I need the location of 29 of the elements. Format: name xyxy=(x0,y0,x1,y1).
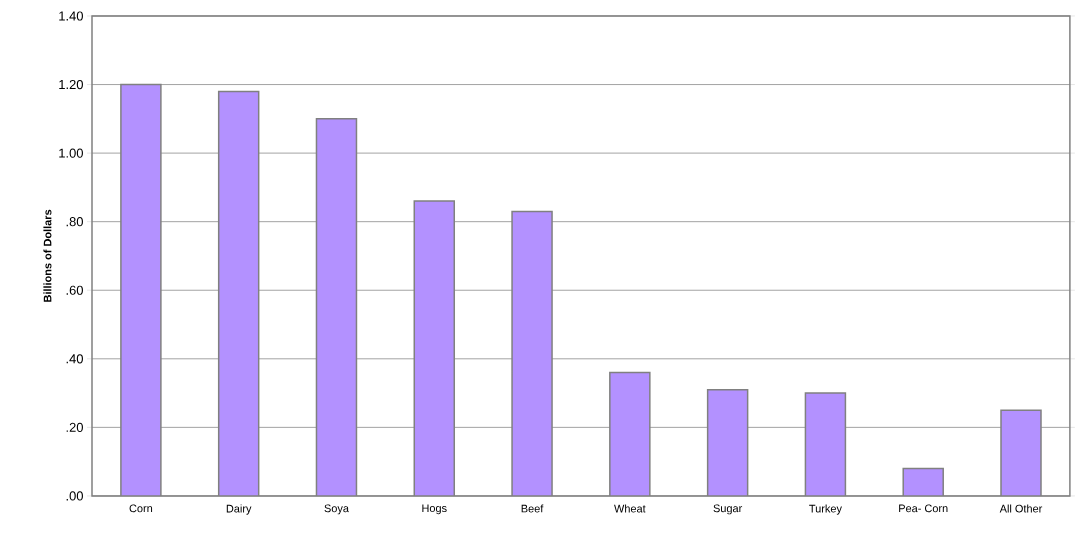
bar xyxy=(511,210,553,496)
bar xyxy=(706,388,749,496)
x-tick-label: Hogs xyxy=(422,504,447,515)
y-tick-label: .60 xyxy=(66,285,83,295)
bar xyxy=(804,392,847,496)
y-tick-label: .80 xyxy=(66,217,83,227)
y-tick-label: .00 xyxy=(66,491,83,501)
y-axis-title: Billions of Dollars xyxy=(43,209,52,302)
y-tick-label: 1.20 xyxy=(59,79,83,90)
x-tick-label: Beef xyxy=(521,504,544,513)
x-tick-label: Wheat xyxy=(614,504,646,513)
x-tick-label: Corn xyxy=(129,504,153,513)
x-tick-label: All Other xyxy=(999,504,1043,513)
x-tick-label: Turkey xyxy=(809,504,842,515)
bar xyxy=(413,200,456,496)
x-tick-label: Pea- Corn xyxy=(899,504,948,513)
bar xyxy=(902,467,944,496)
bar xyxy=(120,83,162,496)
x-tick-label: Dairy xyxy=(226,504,252,515)
x-tick-label: Sugar xyxy=(713,504,743,515)
y-tick-label: .20 xyxy=(66,422,83,432)
bar xyxy=(315,118,358,496)
y-tick-label: 1.40 xyxy=(59,11,83,21)
y-tick-label: .40 xyxy=(66,354,83,364)
bar xyxy=(1000,409,1042,496)
y-tick-label: 1.00 xyxy=(59,148,83,158)
bar xyxy=(217,90,260,496)
bar xyxy=(609,371,651,496)
x-tick-label: Soya xyxy=(324,504,349,515)
